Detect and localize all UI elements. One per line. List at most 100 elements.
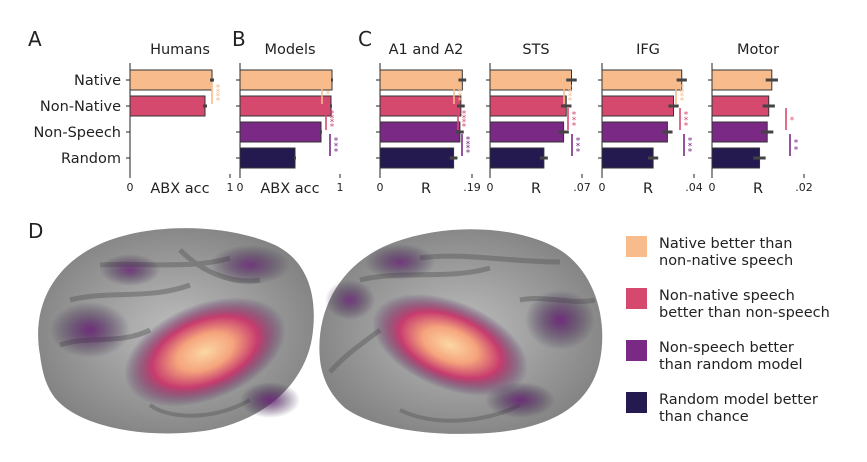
x-tick-label-a1a2-0: 0 [377,181,384,194]
sig-star-models-0-0: * [326,90,331,100]
legend-swatch-random [626,392,647,413]
chart-title-models: Models [264,42,315,58]
sig-star-a1a2-0-0: * [458,83,463,93]
sig-star-motor-1-0: * [794,138,799,148]
x-tick-label-humans-0: 0 [127,181,134,194]
sig-star-sts-0-0: * [568,83,573,93]
panel-letter-a: A [28,27,42,51]
legend-swatch-native [626,236,647,257]
bar-motor-1 [711,95,770,117]
bar-sts-2 [489,121,565,143]
sig-star-a1a2-2-1: * [466,140,471,150]
sig-star-ifg-2-2: * [688,148,693,158]
sig-star-ifg-2-1: * [688,142,693,152]
chart-title-motor: Motor [737,42,779,58]
bar-ifg-3 [601,147,654,169]
sig-star-humans-0-0: * [216,83,221,93]
sig-star-sts-0-3: * [568,97,573,107]
x-tick-label-ifg-0: 0 [599,181,606,194]
sig-star-a1a2-2-3: * [466,149,471,159]
sig-star-models-1-3: * [330,123,335,133]
legend-item-random: Random model better than chance [626,392,856,432]
bar-models-0 [239,69,333,91]
sig-star-ifg-0-2: * [680,92,685,102]
sig-star-a1a2-0-2: * [458,92,463,102]
sig-star-a1a2-0-1: * [458,88,463,98]
x-tick-label-models-0: 0 [237,181,244,194]
x-label-models: ABX acc [260,181,319,197]
bar-ifg-1 [601,95,675,117]
sig-star-ifg-2-0: * [688,137,693,147]
sig-star-a1a2-2-2: * [466,144,471,154]
sig-star-humans-0-2: * [216,92,221,102]
sig-star-sts-2-2: * [576,148,581,158]
x-tick-label-sts-0: 0 [487,181,494,194]
sig-star-humans-0-3: * [216,97,221,107]
sig-star-sts-1-2: * [572,122,577,132]
sig-star-models-1-2: * [330,118,335,128]
sig-star-a1a2-0-3: * [458,97,463,107]
x-label-ifg: R [643,181,653,197]
sig-star-models-2-1: * [334,142,339,152]
sig-star-a1a2-1-1: * [462,114,467,124]
bar-ifg-0 [601,69,683,91]
sig-star-ifg-1-1: * [684,116,689,126]
sig-star-a1a2-2-0: * [466,135,471,145]
sig-star-sts-0-2: * [568,92,573,102]
sig-star-ifg-0-1: * [680,88,685,98]
sig-star-ifg-1-0: * [684,111,689,121]
bar-humans-1 [129,95,206,117]
sig-star-models-1-0: * [330,109,335,119]
sig-star-sts-2-1: * [576,142,581,152]
legend-item-native: Native better than non-native speech [626,236,856,276]
category-label-3: Random [61,151,121,167]
sig-star-a1a2-1-3: * [462,123,467,133]
category-label-0: Native [74,73,121,89]
sig-star-motor-1-1: * [794,146,799,156]
bar-a1a2-0 [379,69,463,91]
bar-models-1 [239,95,332,117]
x-label-a1a2: R [421,181,431,197]
bar-motor-3 [711,147,761,169]
chart-a1a2: A1 and A20.19R************ [376,42,481,197]
bar-a1a2-3 [379,147,455,169]
legend-swatch-nonnative [626,288,647,309]
bar-models-3 [239,147,296,169]
sig-star-sts-0-1: * [568,88,573,98]
chart-title-a1a2: A1 and A2 [389,42,464,58]
category-label-1: Non-Native [40,99,121,115]
sig-star-sts-1-1: * [572,116,577,126]
bar-sts-0 [489,69,572,91]
x-tick-label-humans-1: 1 [227,181,234,194]
sig-star-ifg-0-3: * [680,97,685,107]
bar-sts-1 [489,95,567,117]
sig-star-a1a2-1-2: * [462,118,467,128]
bar-humans-0 [129,69,213,91]
x-tick-label-sts-1: .07 [573,181,591,194]
sig-star-models-1-1: * [330,114,335,124]
x-tick-label-motor-0: 0 [709,181,716,194]
chart-title-ifg: IFG [636,42,660,58]
sig-star-models-2-2: * [334,148,339,158]
sig-star-humans-0-1: * [216,88,221,98]
bar-a1a2-1 [379,95,462,117]
sig-star-a1a2-1-0: * [462,109,467,119]
chart-title-sts: STS [522,42,549,58]
sig-star-ifg-1-2: * [684,122,689,132]
panel-letter-c: C [358,27,372,51]
brain-right-hemisphere [319,229,603,434]
sig-star-sts-1-0: * [572,111,577,121]
sig-star-ifg-0-0: * [680,83,685,93]
sig-star-sts-2-0: * [576,137,581,147]
legend-label-nonspeech: Non-speech better than random model [659,340,803,373]
chart-title-humans: Humans [150,42,210,58]
legend-label-random: Random model better than chance [659,392,818,425]
legend-label-nonnative: Non-native speech better than non-speech [659,288,830,321]
bar-sts-3 [489,147,545,169]
